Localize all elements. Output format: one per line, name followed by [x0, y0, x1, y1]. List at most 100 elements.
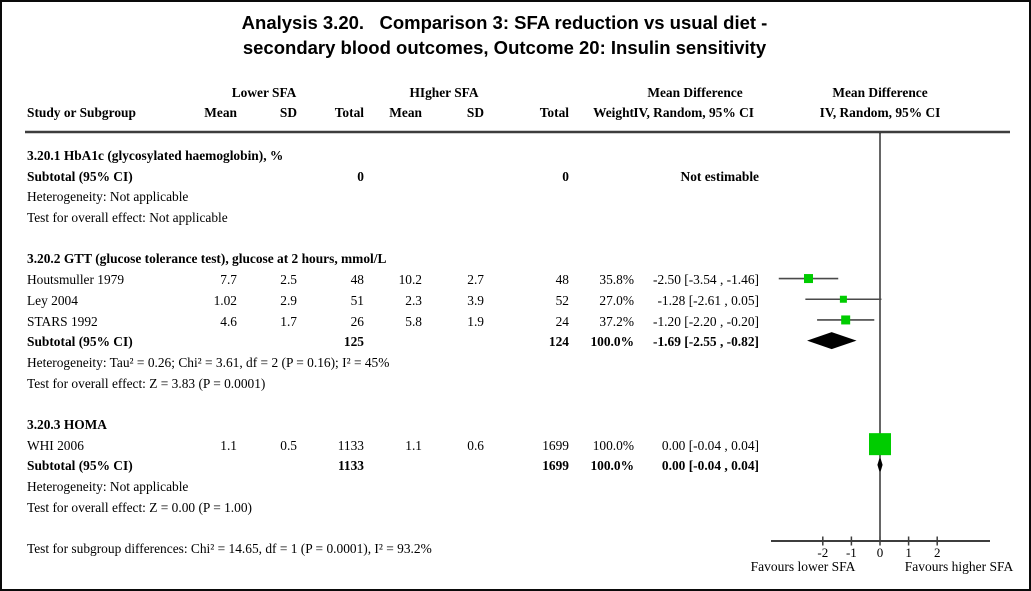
section-heading-row: 3.20.2 GTT (glucose tolerance test), glu…: [2, 249, 759, 270]
study-mean1: 4.6: [220, 313, 237, 329]
col-header-sd-lower: SD: [279, 105, 297, 120]
col-header-total-lower: Total: [334, 105, 364, 120]
study-sd2: 2.7: [467, 272, 484, 288]
study-total1: 1133: [337, 437, 364, 453]
footnote: Test for overall effect: Not applicable: [27, 210, 228, 226]
study-name: Houtsmuller 1979: [27, 272, 125, 288]
subtotal-sd1-empty: [237, 456, 297, 477]
subgroup-diff-row: Test for subgroup differences: Chi² = 14…: [2, 539, 759, 560]
table-rows: 3.20.1 HbA1c (glycosylated haemoglobin),…: [2, 146, 759, 560]
subtotal-total-higher: 1699: [542, 458, 569, 474]
col-group-mean-difference-right: Mean Difference: [832, 85, 928, 100]
spacer-row: [2, 394, 759, 415]
col-header-study: Study or Subgroup: [27, 105, 136, 120]
study-weight-marker: [804, 274, 813, 284]
study-sd2: 3.9: [467, 292, 484, 308]
subtotal-sd1-empty: [237, 332, 297, 353]
footnote-row: Test for overall effect: Z = 3.83 (P = 0…: [2, 374, 759, 395]
subtotal-diamond: [877, 456, 883, 474]
subtotal-row: Subtotal (95% CI) 1133 1699 100.0% 0.00 [-0.…: [2, 456, 759, 477]
study-total2: 52: [555, 292, 569, 308]
study-total2: 48: [555, 272, 569, 288]
study-weight: 35.8%: [599, 272, 634, 288]
subtotal-label: Subtotal (95% CI): [27, 334, 133, 350]
col-group-higher-sfa: HIgher SFA: [409, 85, 479, 100]
col-header-sd-higher: SD: [466, 105, 484, 120]
study-total1: 48: [350, 272, 364, 288]
col-header-total-higher: Total: [539, 105, 569, 120]
study-total1: 51: [350, 292, 364, 308]
study-sd2: 1.9: [467, 313, 484, 329]
subtotal-weight: 100.0%: [590, 458, 634, 474]
study-mean1: 1.02: [213, 292, 237, 308]
section-heading-row: 3.20.3 HOMA: [2, 415, 759, 436]
subtotal-mean2-empty: [364, 456, 422, 477]
study-ci: -1.28 [-2.61 , 0.05]: [657, 292, 759, 308]
section-heading: 3.20.1 HbA1c (glycosylated haemoglobin),…: [27, 148, 284, 163]
subtotal-total-lower: 1133: [337, 458, 364, 474]
study-ci: -1.20 [-2.20 , -0.20]: [653, 313, 759, 329]
subtotal-ci: Not estimable: [680, 168, 759, 184]
study-row: STARS 1992 4.6 1.7 26 5.8 1.9 24 37.2% -1.20 [-2…: [2, 312, 759, 333]
subtotal-total-higher: 124: [548, 334, 569, 350]
col-header-ci-right: IV, Random, 95% CI: [819, 105, 941, 120]
col-header-mean-lower: Mean: [204, 105, 237, 120]
subtotal-mean1-empty: [187, 332, 237, 353]
subtotal-ci: 0.00 [-0.04 , 0.04]: [661, 458, 759, 474]
study-row: Houtsmuller 1979 7.7 2.5 48 10.2 2.7 48 35.8% -2…: [2, 270, 759, 291]
subtotal-total-lower: 0: [357, 168, 364, 184]
study-row: WHI 2006 1.1 0.5 1133 1.1 0.6 1699 100.0% 0.00 […: [2, 436, 759, 457]
study-mean2: 1.1: [405, 437, 422, 453]
footnote: Test for overall effect: Z = 3.83 (P = 0…: [27, 375, 266, 391]
favours-higher-label: Favours higher SFA: [905, 559, 1014, 574]
study-mean2: 2.3: [405, 292, 422, 308]
subtotal-row: Subtotal (95% CI) 125 124 100.0% -1.69 [-2.5…: [2, 332, 759, 353]
study-name: Ley 2004: [27, 292, 78, 308]
study-weight: 37.2%: [599, 313, 634, 329]
study-name: STARS 1992: [27, 313, 98, 329]
study-weight: 100.0%: [592, 437, 634, 453]
study-mean2: 10.2: [398, 272, 422, 288]
footnote: Heterogeneity: Not applicable: [27, 189, 189, 205]
study-weight-marker: [869, 433, 891, 456]
subtotal-label: Subtotal (95% CI): [27, 168, 133, 184]
study-total2: 24: [555, 313, 569, 329]
subtotal-mean1-empty: [187, 456, 237, 477]
study-name: WHI 2006: [27, 437, 84, 453]
favours-lower-label: Favours lower SFA: [751, 559, 856, 574]
col-header-ci-left: IV, Random, 95% CI: [633, 105, 754, 120]
subtotal-mean1-empty: [187, 167, 237, 188]
spacer-row: [2, 229, 759, 250]
subtotal-sd1-empty: [237, 167, 297, 188]
study-weight-marker: [839, 295, 847, 303]
figure-title-line2: secondary blood outcomes, Outcome 20: In…: [242, 37, 767, 58]
subtotal-row: Subtotal (95% CI) 0 0 Not estimable: [2, 167, 759, 188]
footnote: Heterogeneity: Tau² = 0.26; Chi² = 3.61,…: [27, 354, 390, 370]
section-heading-row: 3.20.1 HbA1c (glycosylated haemoglobin),…: [2, 146, 759, 167]
subgroup-differences-text: Test for subgroup differences: Chi² = 14…: [27, 541, 432, 557]
study-weight-marker: [841, 315, 851, 325]
col-header-weight: Weight: [593, 105, 634, 120]
footnote: Test for overall effect: Z = 0.00 (P = 1…: [27, 499, 253, 515]
study-sd1: 0.5: [280, 437, 297, 453]
footnote-row: Heterogeneity: Tau² = 0.26; Chi² = 3.61,…: [2, 353, 759, 374]
figure-title-line1: Analysis 3.20. Comparison 3: SFA reducti…: [241, 12, 768, 33]
subtotal-mean2-empty: [364, 332, 422, 353]
study-sd1: 2.9: [280, 292, 297, 308]
footnote-row: Heterogeneity: Not applicable: [2, 187, 759, 208]
subtotal-diamond: [807, 332, 857, 350]
subtotal-sd2-empty: [422, 456, 484, 477]
subtotal-total-lower: 125: [343, 334, 364, 350]
subtotal-label: Subtotal (95% CI): [27, 458, 133, 474]
subtotal-weight: 100.0%: [590, 334, 634, 350]
subtotal-mean2-empty: [364, 167, 422, 188]
footnote: Heterogeneity: Not applicable: [27, 479, 189, 494]
study-total2: 1699: [542, 437, 569, 453]
spacer-row: [2, 518, 759, 539]
subtotal-ci: -1.69 [-2.55 , -0.82]: [653, 334, 759, 350]
footnote-row: Test for overall effect: Not applicable: [2, 208, 759, 229]
subtotal-sd2-empty: [422, 332, 484, 353]
axis-tick-label: 1: [905, 545, 912, 560]
axis-tick-label: 2: [934, 545, 941, 560]
